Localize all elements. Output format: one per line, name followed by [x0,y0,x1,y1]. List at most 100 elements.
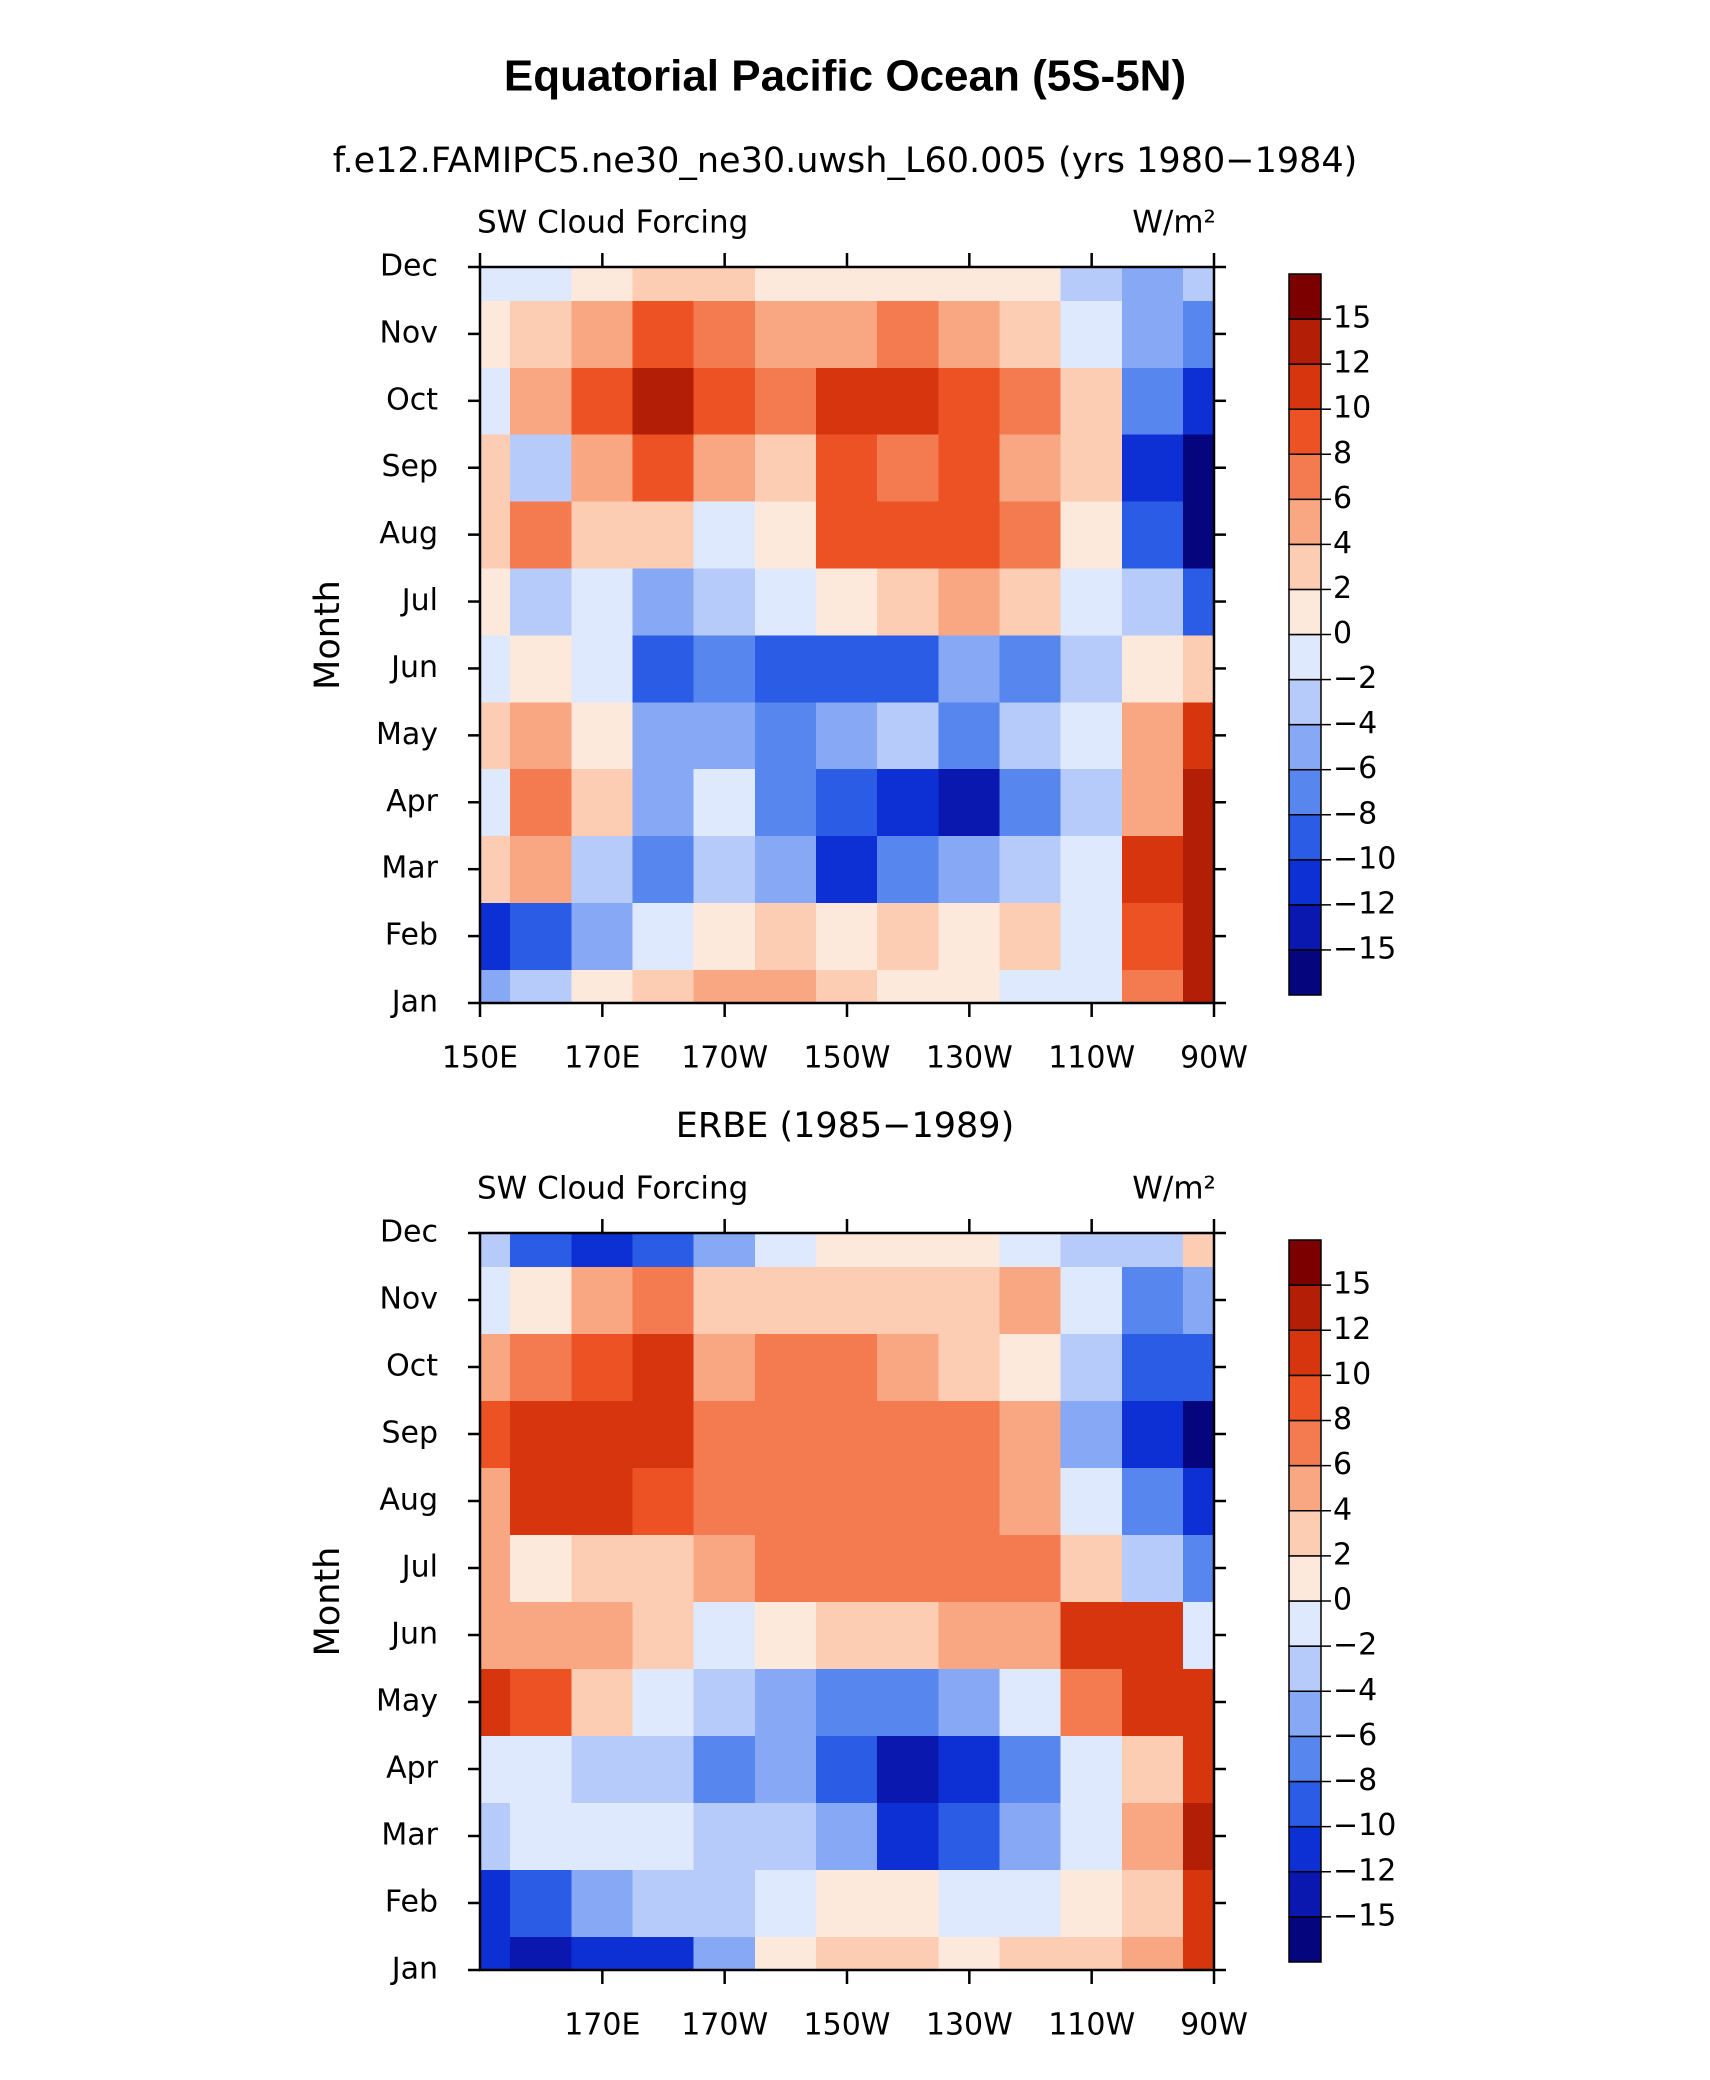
contour-cell [999,768,1062,837]
contour-cell [479,366,511,435]
contour-cell [693,1266,756,1334]
x-tick-label: 110W [1048,1041,1135,1076]
colorbar-label: 8 [1333,1402,1352,1437]
contour-cell [693,835,756,904]
contour-cell [632,433,695,502]
contour-cell [1121,500,1184,569]
contour-cell [1060,1467,1123,1535]
contour-cell [510,1266,573,1334]
contour-cell [938,902,1001,970]
contour-cell [479,634,511,703]
contour-cell [1121,1467,1184,1535]
contour-cell [510,500,573,569]
colorbar-label: 4 [1333,1492,1352,1527]
contour-cell [571,1534,634,1602]
contour-cell [479,300,511,368]
contour-cell [510,1936,573,1971]
contour-cell [1060,768,1123,837]
colorbar-box [1288,633,1322,681]
contour-cell [999,1232,1062,1267]
contour-cell [693,266,756,301]
contour-cell [693,1400,756,1468]
contour-cell [1121,969,1184,1004]
contour-cell [1121,300,1184,368]
contour-cell [1060,1802,1123,1870]
panel-title: ERBE (1985−1989) [676,1106,1014,1146]
contour-cell [999,701,1062,770]
contour-cell [632,1467,695,1535]
colorbar-box [1288,543,1322,591]
contour-cell [816,1534,878,1602]
contour-cell [999,1668,1062,1736]
contour-cell [632,300,695,368]
contour-cell [999,567,1062,636]
contour-cell [571,1601,634,1669]
contour-cell [1060,1333,1123,1401]
contour-cell [754,1869,817,1937]
contour-cell [754,1735,817,1803]
contour-cell [877,1333,940,1401]
contour-cell [999,835,1062,904]
colorbar-box [1288,1825,1322,1873]
contour-cell [816,1333,878,1401]
contour-cell [693,701,756,770]
colorbar-label: 10 [1333,1357,1371,1392]
contour-cell [816,1266,878,1334]
contour-cell [632,768,695,837]
colorbar-box [1288,273,1322,320]
contour-cell [1121,1802,1184,1870]
contour-cell [693,433,756,502]
contour-cell [571,902,634,970]
contour-cell [479,266,511,301]
y-tick-label: Mar [381,851,438,886]
contour-cell [632,1802,695,1870]
contour-cell [632,1333,695,1401]
x-tick-label: 150W [804,2008,891,2043]
contour-cell [938,266,1001,301]
contour-cell [571,634,634,703]
contour-cell [1060,1232,1123,1267]
contour-cell [510,902,573,970]
contour-cell [571,500,634,569]
contour-cell [510,433,573,502]
contour-cell [632,1232,695,1267]
contour-cell [754,500,817,569]
contour-cell [510,835,573,904]
y-tick-label: Jun [389,650,438,685]
contour-cell [1183,701,1215,770]
contour-cell [1121,634,1184,703]
contour-cell [1183,1869,1215,1937]
contour-cell [1183,835,1215,904]
x-tick-label: 130W [926,2008,1013,2043]
colorbar-label: −12 [1333,1853,1396,1888]
x-tick-label: 90W [1180,1041,1248,1076]
colorbar-label: 12 [1333,346,1371,381]
contour-cell [693,1467,756,1535]
contour-cell [479,567,511,636]
contour-cell [632,1869,695,1937]
contour-cell [816,1802,878,1870]
contour-cell [479,835,511,904]
contour-cell [1121,1534,1184,1602]
contour-cell [479,902,511,970]
contour-cell [816,1869,878,1937]
contour-cell [877,266,940,301]
y-tick-label: Dec [380,1215,438,1250]
contour-cell [693,500,756,569]
contour-cell [1060,1400,1123,1468]
colorbar-box [1288,1555,1322,1602]
contour-cell [1060,1869,1123,1937]
contour-cell [1060,701,1123,770]
contour-cell [754,634,817,703]
contour-cell [571,266,634,301]
colorbar-label: −10 [1333,841,1396,876]
contour-cell [632,366,695,435]
contour-cell [510,1601,573,1669]
contour-cell [1060,1266,1123,1334]
contour-cell [938,1668,1001,1736]
contour-cell [999,1601,1062,1669]
contour-cell [1121,835,1184,904]
contour-cell [999,1735,1062,1803]
contour-cell [1121,1869,1184,1937]
contour-cell [693,902,756,970]
